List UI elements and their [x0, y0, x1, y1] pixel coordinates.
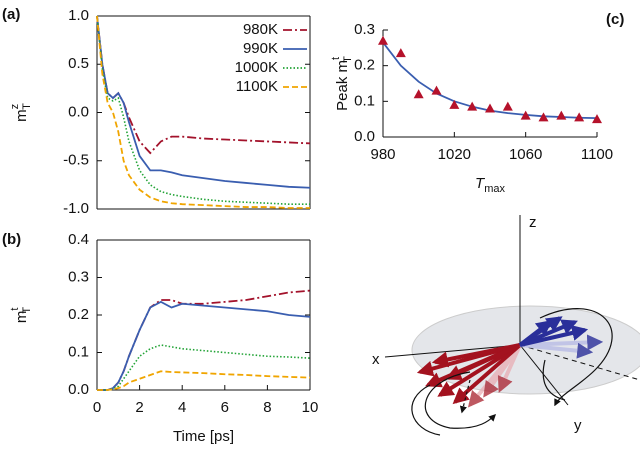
- line-series: [96, 15, 310, 205]
- y-tick-label: 0.2: [354, 57, 375, 74]
- x-axis: [384, 344, 521, 358]
- blue-arrows-faded: [519, 334, 604, 359]
- scatter-point: [556, 110, 567, 120]
- y-tick-label: 0.0: [354, 128, 375, 145]
- y-label-main: m: [13, 311, 30, 324]
- y-label-sub: T: [21, 307, 33, 314]
- x-tick-label: 10: [302, 399, 319, 416]
- x-tick-label: 4: [178, 399, 186, 416]
- scatter-point: [431, 85, 442, 95]
- precession-paths: [411, 308, 613, 436]
- y-label-main: Peak m: [334, 60, 351, 111]
- line-series: [97, 289, 311, 391]
- y-tick-label: 0.5: [68, 55, 89, 72]
- x-label-sub: max: [484, 183, 505, 195]
- x-tick-label: 980: [370, 146, 395, 163]
- panel-label: (b): [2, 231, 21, 248]
- legend-label: 1000K: [235, 59, 278, 76]
- x-tick-label: 6: [221, 399, 229, 416]
- y-axis-label: mzT: [9, 103, 33, 122]
- x-label-main: T: [475, 175, 486, 192]
- scatter-point: [538, 112, 549, 122]
- axis-label: x: [372, 351, 380, 368]
- line-series: [96, 15, 311, 155]
- y-label-main: m: [13, 109, 30, 122]
- x-tick-label: 1020: [438, 146, 471, 163]
- x-tick-label: 8: [263, 399, 271, 416]
- scatter-point: [413, 89, 424, 99]
- y-tick-label: 0.0: [68, 103, 89, 120]
- y-label-sub: T: [342, 56, 354, 63]
- y-tick-label: 0.0: [68, 381, 89, 398]
- y-axis-label: Peak mtT: [330, 56, 354, 111]
- y-axis: [519, 344, 569, 406]
- y-axis-label: mtT: [9, 307, 33, 324]
- panel-label: (a): [2, 6, 20, 23]
- y-tick-label: -0.5: [63, 152, 89, 169]
- legend-label: 990K: [243, 40, 278, 57]
- spin-diagram: z x y: [372, 214, 640, 436]
- blue-arrows: [518, 316, 589, 347]
- legend-label: 980K: [243, 21, 278, 38]
- y-label-sup: t: [9, 308, 21, 311]
- scatter-point: [592, 114, 602, 124]
- scatter-point: [502, 101, 513, 111]
- line-series: [97, 370, 311, 391]
- y-tick-label: 1.0: [68, 7, 89, 24]
- y-tick-label: 0.3: [68, 268, 89, 285]
- y-tick-label: 0.3: [354, 21, 375, 38]
- line-series: [97, 344, 311, 391]
- x-tick-label: 1100: [581, 146, 613, 163]
- red-arrows-faded: [467, 343, 522, 408]
- x-tick-label: 2: [135, 399, 143, 416]
- y-label-sup: z: [9, 104, 21, 110]
- y-tick-label: 0.1: [354, 92, 375, 109]
- scatter-point: [520, 110, 531, 120]
- scatter-point: [574, 112, 585, 122]
- y-tick-label: -1.0: [63, 200, 89, 217]
- scatter-point: [449, 99, 460, 109]
- y-tick-label: 0.2: [68, 306, 89, 323]
- x-axis-label: Tmax: [475, 175, 505, 195]
- axis-extension: [519, 344, 640, 381]
- scatter-point: [467, 101, 478, 111]
- x-tick-label: 1060: [509, 146, 542, 163]
- scatter-point: [378, 35, 388, 45]
- scatter-point: [485, 103, 495, 113]
- line-series: [96, 15, 311, 189]
- y-label-sup: t: [330, 57, 342, 60]
- line-series: [96, 15, 310, 209]
- scatter-point: [395, 48, 406, 58]
- legend-label: 1100K: [236, 78, 278, 95]
- y-tick-label: 0.4: [68, 231, 89, 248]
- y-tick-label: 0.1: [68, 343, 89, 360]
- axis-label: z: [529, 214, 537, 231]
- x-tick-label: 0: [93, 399, 101, 416]
- axis-label: y: [574, 417, 582, 434]
- x-label-main: Time [ps]: [173, 428, 234, 445]
- red-arrows: [416, 343, 522, 405]
- panel-label: (c): [606, 11, 624, 28]
- y-label-sub: T: [21, 103, 33, 110]
- x-axis-label: Time [ps]: [173, 428, 234, 445]
